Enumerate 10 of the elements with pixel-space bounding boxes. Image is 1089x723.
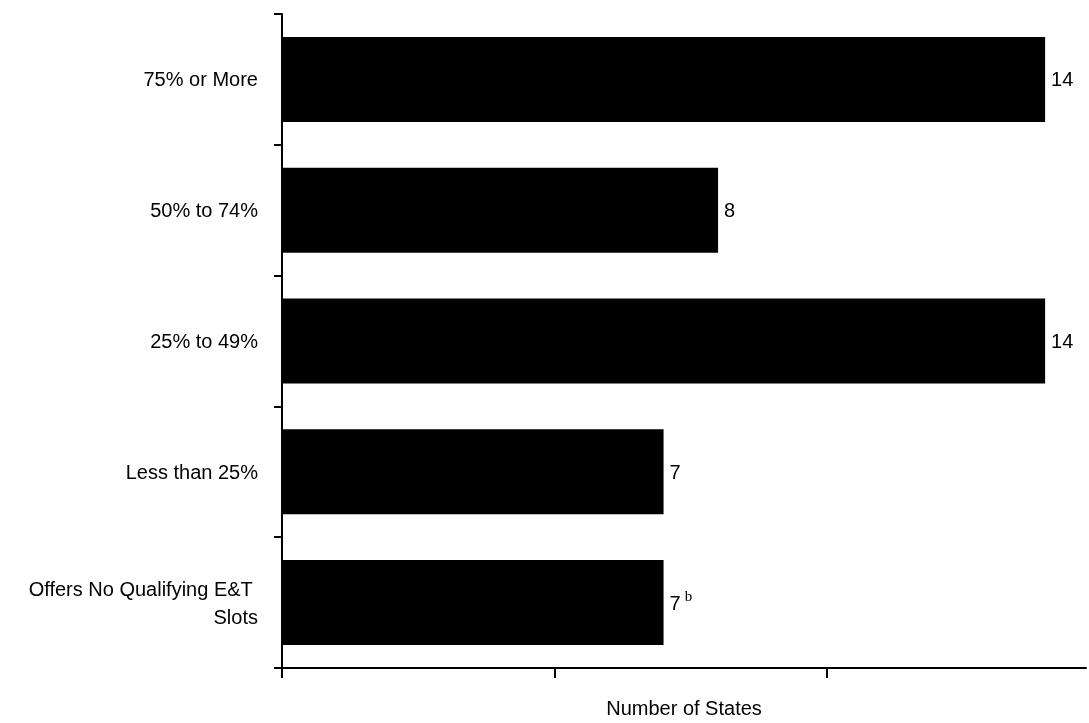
x-axis-title: Number of States	[606, 697, 762, 719]
y-tick-label: 25% to 49%	[150, 330, 259, 352]
data-label: 8	[724, 199, 736, 222]
y-tick-label: 50% to 74%	[150, 199, 259, 222]
data-label: 7	[669, 460, 681, 483]
y-tick-label: Less than 25%	[125, 460, 259, 483]
y-tick-label: Offers No Qualifying E&T Slots	[28, 577, 258, 628]
data-label: 14	[1051, 330, 1074, 352]
y-tick-label: 75% or More	[143, 68, 258, 91]
data-label: 14	[1051, 68, 1074, 91]
